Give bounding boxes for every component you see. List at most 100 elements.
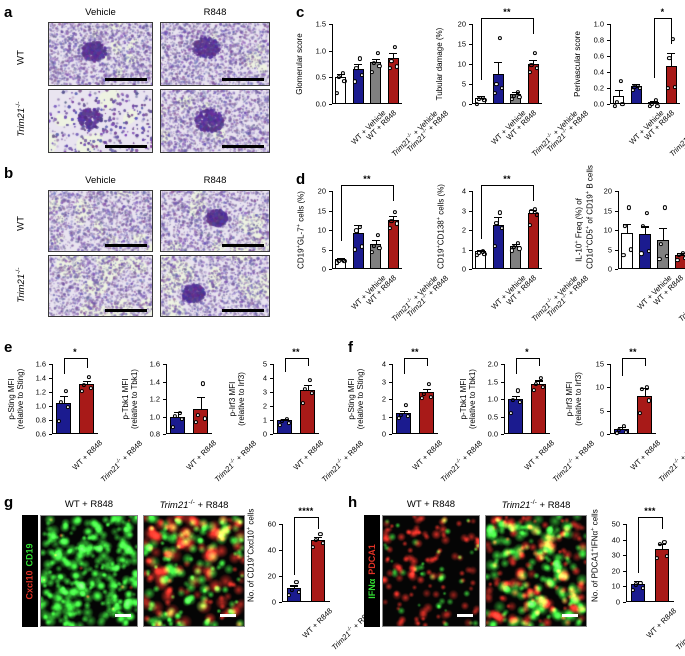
y-tick-mark (623, 539, 626, 541)
plot-area (273, 364, 319, 434)
panel-h-scalebar-1 (457, 614, 473, 617)
significance-marker: * (73, 347, 77, 357)
y-tick-label: 0.0 (315, 99, 326, 109)
x-tick-label: Trim21-/- + R848 (212, 438, 258, 484)
y-tick-label: 15 (457, 39, 466, 49)
significance-marker: ** (503, 7, 511, 17)
panel-g-image-trim21ko-r848 (143, 515, 245, 627)
plot-area (472, 191, 542, 269)
data-point (482, 251, 487, 257)
error-bar-cap (314, 536, 322, 538)
y-tick-label: 2 (381, 394, 386, 404)
data-point (289, 587, 294, 592)
error-bar (86, 380, 88, 385)
y-tick-label: 5 (321, 244, 326, 254)
data-point (377, 63, 382, 69)
error-bar-cap (290, 585, 298, 587)
y-tick-mark (329, 249, 332, 251)
panel-a-scalebar-2 (222, 78, 264, 81)
y-tick-mark (623, 586, 626, 588)
panel-h-image-wt-r848 (382, 515, 480, 627)
data-point (422, 391, 427, 397)
data-point (392, 209, 398, 214)
error-bar-cap (641, 226, 649, 228)
data-point (371, 243, 377, 248)
error-bar (663, 227, 665, 240)
data-point (623, 224, 628, 229)
bar (654, 548, 670, 602)
y-tick-label: 1.2 (35, 387, 46, 397)
data-point (633, 582, 638, 587)
data-point (620, 102, 625, 107)
significance-bracket-tick (284, 358, 286, 372)
y-tick-label: 15 (603, 205, 612, 215)
y-tick-label: 0.2 (593, 83, 604, 93)
y-tick-label: 5 (461, 79, 466, 89)
data-point (499, 226, 504, 231)
panel-a-row-header-trim21ko: Trim21-/- (14, 101, 28, 137)
panel-label-d: d (296, 171, 306, 188)
data-point (497, 210, 503, 215)
error-bar-cap (196, 397, 205, 399)
y-tick-mark (49, 378, 52, 380)
significance-bracket (340, 185, 394, 186)
data-point (624, 429, 629, 434)
y-tick-mark (270, 406, 273, 408)
data-point (286, 592, 292, 598)
data-point (342, 78, 347, 84)
plot-area (282, 524, 330, 602)
data-point (515, 90, 520, 95)
y-tick-mark (607, 387, 610, 389)
panel-a-image-trim21ko-r848 (160, 89, 270, 153)
plot-area (504, 364, 550, 434)
data-point (494, 221, 499, 226)
y-tick-label: 20 (457, 19, 466, 29)
y-tick-mark (607, 40, 610, 42)
error-bar-cap (659, 227, 667, 229)
data-point (287, 421, 292, 426)
panel-a-column-header-vehicle: Vehicle (85, 7, 116, 18)
y-tick-label: 4 (262, 373, 267, 383)
y-tick-label: 50 (611, 519, 620, 529)
data-point (665, 85, 670, 90)
error-bar (671, 52, 673, 66)
y-tick-label: 0 (321, 264, 326, 274)
data-point (370, 250, 375, 255)
bar (310, 539, 326, 602)
y-tick-label: 0.4 (593, 67, 604, 77)
data-point (387, 226, 392, 231)
data-point (662, 205, 667, 210)
bar (370, 62, 382, 104)
data-point (511, 398, 516, 403)
data-point (494, 82, 499, 87)
panel-b-scalebar-2 (222, 244, 264, 247)
error-bar-cap (280, 418, 289, 420)
error-bar (644, 388, 646, 397)
data-point (667, 55, 672, 61)
significance-bracket-tick (480, 18, 482, 80)
data-point (613, 103, 618, 109)
data-point (426, 382, 431, 387)
y-tick-mark (270, 378, 273, 380)
significance-bracket-tick (671, 18, 673, 44)
y-tick-mark (607, 434, 610, 436)
panel-a-column-header-r848: R848 (203, 7, 227, 18)
significance-bracket-tick (533, 18, 535, 34)
data-point (515, 240, 520, 245)
panel-b-row-header-trim21ko: Trim21-/- (14, 267, 28, 303)
data-point (394, 64, 399, 69)
data-point (313, 537, 318, 542)
data-point (637, 86, 642, 91)
data-point (318, 531, 323, 536)
data-point (653, 97, 658, 102)
data-point (630, 587, 636, 593)
y-axis-label: CD19+CD138+ cells (%) (436, 184, 446, 269)
significance-bracket (284, 358, 308, 359)
data-point (654, 555, 660, 561)
data-point (508, 411, 513, 416)
data-point (177, 411, 182, 416)
panel-g-scalebar-1 (115, 614, 131, 617)
significance-bracket (403, 358, 427, 359)
y-tick-mark (623, 602, 626, 604)
data-point (310, 544, 316, 549)
